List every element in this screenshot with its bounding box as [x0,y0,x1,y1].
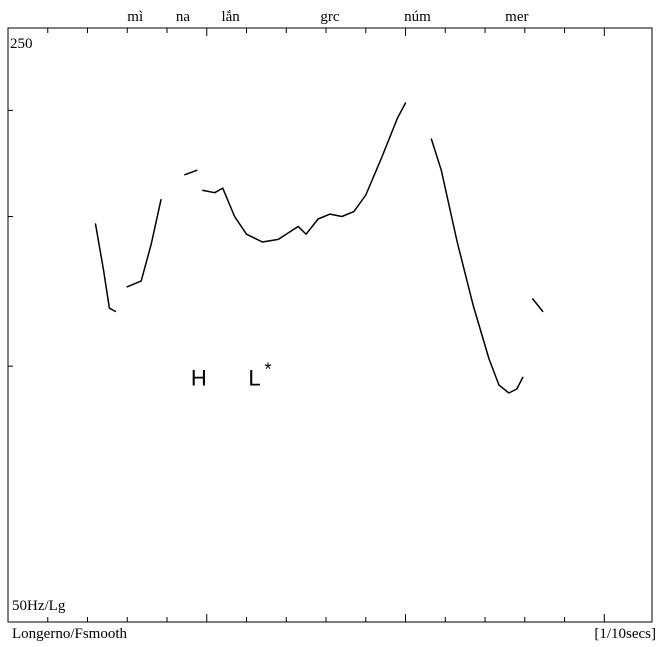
tone-label: H [191,365,207,390]
footer-left-label: Longerno/Fsmooth [12,626,127,642]
syllable-label: lắn [221,9,240,25]
pitch-contours [94,102,544,394]
syllable-label: grc [320,9,339,25]
x-unit-label: [1/10secs] [594,626,656,642]
plot-frame [7,27,653,623]
syllable-label: mer [505,9,528,25]
pitch-segment-2 [126,198,162,288]
x-ticks [47,28,605,622]
pitch-segment-4 [202,102,407,243]
pitch-segment-1 [94,223,117,313]
y-top-label: 250 [10,36,33,52]
syllable-label: núm [404,9,431,25]
pitch-segment-5 [430,138,524,394]
y-bottom-label: 50Hz/Lg [12,598,66,614]
syllable-label: na [176,9,191,25]
y-ticks [8,109,13,367]
syllable-labels: mì na lắn grc núm mer [127,9,528,25]
pitch-segment-3 [184,169,198,176]
tone-label: L [248,365,260,390]
tone-star: * [264,359,271,379]
tone-labels: H L * [191,359,272,390]
pitch-segment-6 [531,298,544,313]
syllable-label: mì [127,9,143,25]
